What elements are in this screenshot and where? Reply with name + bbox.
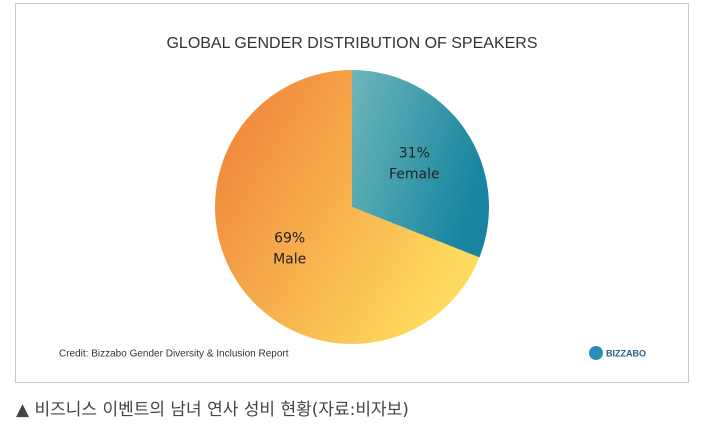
pie: 31% Female 69% Male [214,70,489,345]
category-label: Female [389,167,440,183]
caption: ▲ 비즈니스 이벤트의 남녀 연사 성비 현황(자료:비자보) [16,400,409,420]
value-label: 69% [274,230,305,246]
pie-slice [352,70,489,258]
value-label: 31% [399,146,430,162]
chart-title: GLOBAL GENDER DISTRIBUTION OF SPEAKERS [166,35,537,52]
logo: BIZZABO [606,348,646,358]
category-label: Male [273,251,306,267]
logo-icon [589,346,603,360]
credit: Credit: Bizzabo Gender Diversity & Inclu… [59,349,289,360]
pie-slice [214,70,480,345]
